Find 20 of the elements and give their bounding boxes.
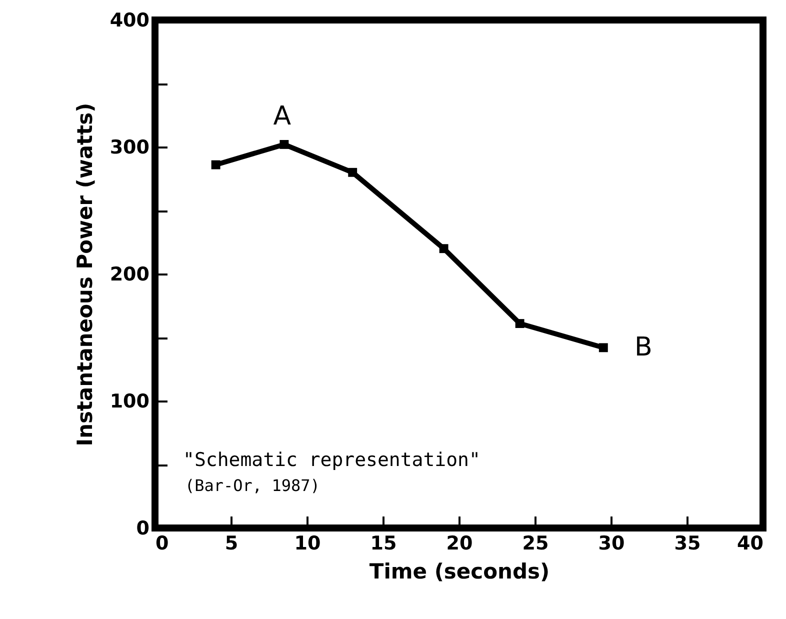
y-tick-label: 300 (110, 136, 150, 158)
x-tick-label: 5 (224, 532, 238, 554)
x-tick-label: 40 (737, 532, 764, 554)
y-tick-label: 200 (110, 264, 150, 286)
x-tick-label: 35 (674, 532, 701, 554)
annotation: "Schematic representation" (183, 449, 480, 471)
x-tick-label: 30 (598, 532, 625, 554)
y-tick-label: 100 (110, 390, 150, 412)
y-tick-label: 400 (110, 10, 150, 32)
y-axis-title: Instantaneous Power (watts) (72, 102, 97, 446)
annotation: A (273, 101, 292, 132)
x-axis-title: Time (seconds) (369, 560, 550, 584)
x-tick-label: 25 (522, 532, 549, 554)
x-tick-label: 20 (446, 532, 473, 554)
x-tick-label: 0 (156, 532, 169, 554)
x-tick-label: 10 (294, 532, 321, 554)
y-tick-label: 0 (136, 518, 150, 540)
annotation: B (634, 332, 652, 363)
x-tick-label: 15 (370, 532, 397, 554)
annotation: (Bar-Or, 1987) (185, 476, 320, 495)
